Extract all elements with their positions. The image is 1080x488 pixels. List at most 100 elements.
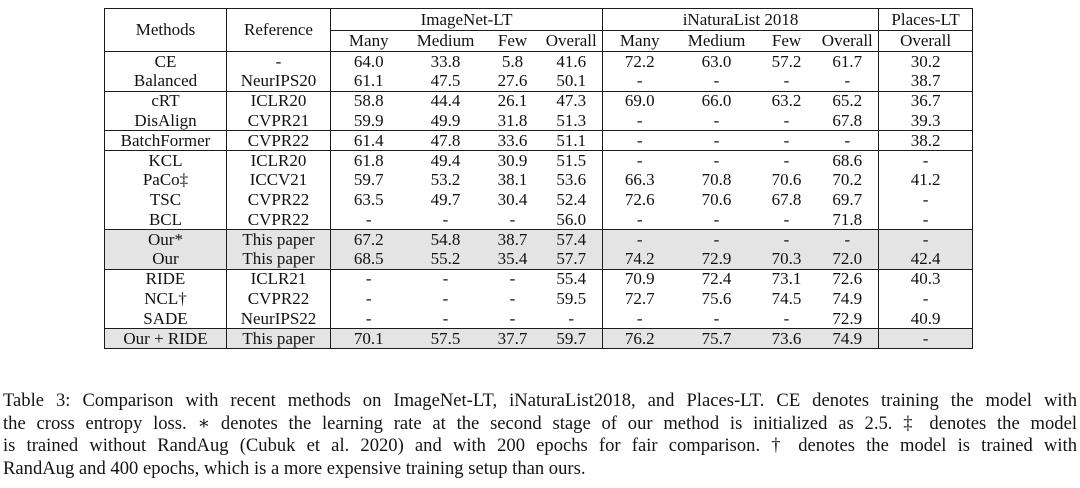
- value-cell: 35.4: [497, 249, 528, 269]
- value-cell: -: [636, 308, 643, 328]
- value-cell: -: [509, 289, 516, 309]
- table-row: cRT ICLR20 58.8 44.4 26.1 47.3 69.0 66.0 63.2 65.…: [104, 90, 973, 111]
- reference-cell: ICLR21: [226, 268, 331, 290]
- reference-cell: ICLR20: [226, 149, 331, 171]
- value-cell: 72.6: [624, 190, 655, 210]
- table-row: RIDE ICLR21- - -55.4 70.9 72.4 73.1 72.6 40.3: [104, 268, 973, 290]
- value-cell: 57.4: [540, 229, 604, 250]
- value-cell: 69.0: [602, 90, 677, 111]
- value-cell: -: [676, 229, 757, 250]
- method-cell: Balanced: [104, 71, 227, 92]
- value-cell: 57.5: [406, 328, 485, 349]
- value-cell: 68.5: [353, 249, 384, 269]
- value-cell: 55.4: [540, 268, 604, 290]
- value-cell: -: [365, 209, 372, 229]
- value-cell: -: [816, 71, 880, 92]
- col-group-imagenet-lt: ImageNet-LT: [330, 8, 604, 31]
- value-cell: 49.7: [430, 190, 461, 210]
- value-cell: 61.8: [330, 149, 407, 171]
- value-cell: -: [365, 308, 372, 328]
- value-cell: 59.9: [353, 110, 384, 130]
- col-header-many: Many: [348, 31, 389, 50]
- value-cell: -: [636, 110, 643, 130]
- value-cell: 61.1: [353, 71, 384, 91]
- caption-line-1: Table 3: Comparison with recent methods …: [3, 390, 1077, 411]
- header-sub-row: Many Medium Few Overall Many Medium Few …: [105, 30, 973, 52]
- value-cell: -: [878, 328, 973, 349]
- value-cell: 72.0: [816, 249, 880, 270]
- method-cell: Our: [104, 249, 227, 270]
- value-cell: -: [713, 308, 720, 328]
- value-cell: 41.2: [910, 170, 941, 190]
- value-cell: 70.2: [816, 170, 880, 191]
- value-cell: 59.7: [540, 328, 604, 349]
- value-cell: 72.4: [676, 268, 757, 290]
- table-header: Methods Reference ImageNet-LT iNaturaLis…: [104, 8, 973, 52]
- value-cell: 73.1: [756, 268, 817, 290]
- reference-cell: This paper: [226, 249, 331, 270]
- reference-cell: This paper: [226, 229, 331, 250]
- col-header-many: Many: [619, 31, 660, 50]
- value-cell: 27.6: [497, 71, 528, 91]
- value-cell: 51.1: [540, 130, 604, 151]
- value-cell: 38.7: [910, 71, 941, 91]
- value-cell: 55.2: [430, 249, 461, 269]
- value-cell: 72.2: [602, 51, 677, 72]
- value-cell: 36.7: [878, 90, 973, 111]
- value-cell: 51.5: [540, 149, 604, 171]
- value-cell: -: [602, 130, 677, 151]
- value-cell: 73.6: [756, 328, 817, 349]
- value-cell: 67.8: [816, 110, 880, 131]
- value-cell: 71.8: [816, 209, 880, 230]
- value-cell: 57.7: [540, 249, 604, 270]
- caption-line-2: the cross entropy loss. ∗ denotes the le…: [3, 412, 1077, 434]
- value-cell: -: [816, 229, 880, 250]
- col-header-overall: Overall: [816, 30, 880, 52]
- value-cell: 47.5: [430, 71, 461, 91]
- table-row: KCL ICLR20 61.8 49.4 30.9 51.5- - -68.6-: [104, 149, 973, 171]
- value-cell: 72.7: [624, 289, 655, 309]
- method-cell: SADE: [104, 308, 227, 329]
- reference-cell: ICCV21: [226, 170, 331, 191]
- value-cell: -: [816, 130, 880, 151]
- reference-cell: NeurIPS20: [226, 71, 331, 92]
- reference-cell: CVPR22: [226, 209, 331, 230]
- col-header-overall: Overall: [900, 31, 952, 50]
- method-cell: NCL†: [104, 289, 227, 309]
- value-cell: 30.2: [878, 51, 973, 72]
- value-cell: 67.8: [771, 190, 802, 210]
- value-cell: 50.1: [540, 71, 604, 92]
- value-cell: -: [509, 308, 516, 328]
- value-cell: 49.4: [406, 149, 485, 171]
- value-cell: -: [922, 289, 929, 309]
- value-cell: -: [406, 268, 485, 290]
- value-cell: 74.9: [816, 289, 880, 309]
- value-cell: -: [783, 71, 790, 91]
- value-cell: -: [756, 149, 817, 171]
- value-cell: -: [878, 149, 973, 171]
- value-cell: 72.6: [816, 268, 880, 290]
- value-cell: 61.4: [330, 130, 407, 151]
- value-cell: 59.7: [353, 170, 384, 190]
- value-cell: -: [602, 149, 677, 171]
- value-cell: 38.2: [878, 130, 973, 151]
- value-cell: 70.1: [330, 328, 407, 349]
- value-cell: 74.2: [624, 249, 655, 269]
- header-group-row: Methods Reference ImageNet-LT iNaturaLis…: [104, 8, 973, 52]
- value-cell: -: [330, 268, 407, 290]
- value-cell: 51.3: [540, 110, 604, 131]
- col-group-places-lt: Places-LT: [878, 8, 973, 31]
- table-row: TSC CVPR22 63.5 49.7 30.4 52.4 72.6 70.6 67.8 69.…: [104, 190, 973, 210]
- value-cell: 53.6: [540, 170, 604, 191]
- value-cell: 31.8: [497, 110, 528, 130]
- value-cell: 52.4: [540, 190, 604, 210]
- value-cell: -: [540, 308, 604, 329]
- method-cell: KCL: [104, 149, 227, 171]
- col-header-few: Few: [771, 31, 802, 50]
- value-cell: 47.3: [540, 90, 604, 111]
- value-cell: -: [509, 209, 516, 229]
- table-row: Our This paper 68.5 55.2 35.4 57.7 74.2 72.9 70.…: [104, 249, 973, 270]
- table-row: NCL† CVPR22 - - - 59.5 72.7 75.6 74.5 74.9 -: [104, 289, 973, 309]
- reference-cell: ICLR20: [226, 90, 331, 111]
- value-cell: -: [365, 289, 372, 309]
